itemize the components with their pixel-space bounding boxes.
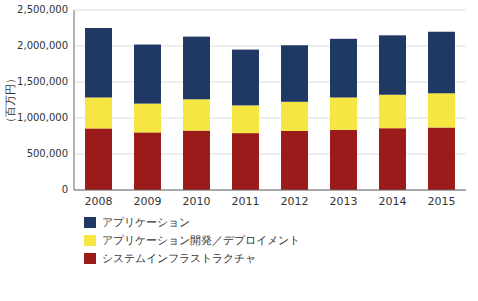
bar-segment xyxy=(183,131,210,190)
bar-segment xyxy=(85,97,112,128)
y-tick-label: 2,500,000 xyxy=(17,4,68,15)
bar-segment xyxy=(428,128,455,190)
bar-segment xyxy=(134,132,161,190)
bar-segment xyxy=(379,95,406,128)
bar-segment xyxy=(379,35,406,94)
legend: アプリケーションアプリケーション開発／デプロイメントシステムインフラストラクチャ xyxy=(84,216,300,265)
bar-segment xyxy=(134,45,161,104)
grid-line xyxy=(74,46,466,47)
grid-line xyxy=(74,190,466,191)
bar-segment xyxy=(281,45,308,102)
grid-line xyxy=(74,118,466,119)
x-axis xyxy=(74,190,466,191)
y-tick-label: 0 xyxy=(62,184,68,195)
bar-segment xyxy=(232,133,259,190)
x-tick-label: 2010 xyxy=(183,195,211,208)
bar-segment xyxy=(281,131,308,190)
x-tick-label: 2012 xyxy=(281,195,309,208)
bar-segment xyxy=(428,32,455,94)
y-axis xyxy=(74,10,75,190)
bar-segment xyxy=(428,93,455,127)
legend-label: アプリケーション開発／デプロイメント xyxy=(102,234,300,247)
legend-swatch xyxy=(84,217,96,228)
bar-segment xyxy=(330,97,357,129)
bar-segment xyxy=(134,104,161,133)
y-tick-label: 2,000,000 xyxy=(17,40,68,51)
y-tick-label: 1,000,000 xyxy=(17,112,68,123)
bar-segment xyxy=(232,105,259,133)
legend-label: アプリケーション xyxy=(102,216,190,229)
x-tick-label: 2008 xyxy=(85,195,113,208)
bar-segment xyxy=(330,39,357,98)
bar-segment xyxy=(85,28,112,97)
bar-segment xyxy=(183,99,210,130)
bar-segment xyxy=(183,37,210,100)
legend-swatch xyxy=(84,253,96,264)
x-tick-label: 2015 xyxy=(428,195,456,208)
bar-segment xyxy=(379,128,406,190)
grid-line xyxy=(74,82,466,83)
grid xyxy=(74,10,466,190)
x-tick-label: 2009 xyxy=(134,195,162,208)
legend-swatch xyxy=(84,235,96,246)
bar-segment xyxy=(281,102,308,131)
grid-line xyxy=(74,10,466,11)
y-axis-label: （百万円） xyxy=(4,73,17,128)
bar-segment xyxy=(85,128,112,190)
x-tick-label: 2014 xyxy=(379,195,407,208)
y-tick-label: 500,000 xyxy=(27,148,68,159)
x-tick-label: 2011 xyxy=(232,195,260,208)
bar-segment xyxy=(330,130,357,190)
bar-segment xyxy=(232,50,259,106)
y-tick-label: 1,500,000 xyxy=(17,76,68,87)
x-tick-label: 2013 xyxy=(330,195,358,208)
chart: 0 500,000 1,000,000 1,500,000 2,000,000 2,500… xyxy=(0,0,478,301)
legend-label: システムインフラストラクチャ xyxy=(102,252,256,265)
bars xyxy=(85,28,455,190)
grid-line xyxy=(74,154,466,155)
